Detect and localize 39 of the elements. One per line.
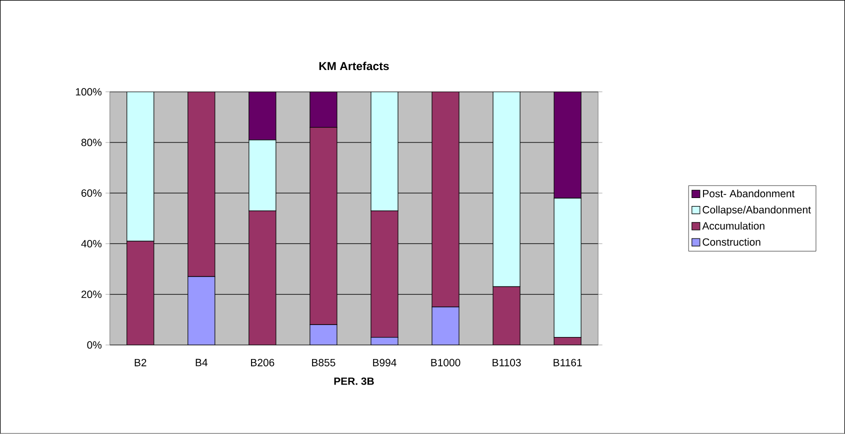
bar (492, 286, 520, 346)
y-tick-label: 100% (76, 88, 102, 96)
x-tick-label: B206 (251, 359, 274, 366)
bar (554, 198, 582, 338)
bar (554, 92, 582, 199)
bar (188, 276, 216, 346)
y-tick-label: 80% (81, 138, 102, 146)
bar (188, 92, 216, 278)
bar (248, 210, 276, 346)
legend-label: Collapse/Abandonment (702, 206, 811, 216)
x-axis-title: PER. 3B (334, 378, 374, 386)
bar (370, 210, 398, 338)
bar (554, 337, 582, 346)
legend-label: Construction (702, 238, 760, 246)
x-tick-label: B994 (373, 359, 396, 366)
bar (310, 92, 338, 128)
x-tick-label: B4 (196, 359, 208, 366)
bar (310, 324, 338, 346)
x-tick-label: B1000 (431, 359, 460, 366)
bar (492, 92, 520, 288)
x-tick-label: B1161 (554, 359, 582, 366)
y-tick-label: 60% (82, 189, 102, 197)
x-tick-label: B855 (312, 359, 336, 366)
x-tick-label: B1103 (492, 359, 521, 366)
bar (310, 127, 338, 326)
bar (432, 92, 460, 308)
y-tick-label: 20% (82, 290, 102, 298)
y-tick-label: 40% (81, 240, 102, 248)
x-tick-label: B2 (134, 359, 146, 366)
y-tick-label: 0% (87, 341, 102, 349)
chart-title: KM Artefacts (319, 62, 389, 70)
bar (126, 92, 154, 242)
legend-label: Post- Abandonment (703, 190, 795, 198)
legend-label: Accumulation (702, 222, 764, 230)
bar (248, 140, 276, 212)
bar (432, 306, 460, 346)
bar (248, 92, 276, 140)
bar (370, 92, 398, 212)
bar (126, 240, 154, 346)
